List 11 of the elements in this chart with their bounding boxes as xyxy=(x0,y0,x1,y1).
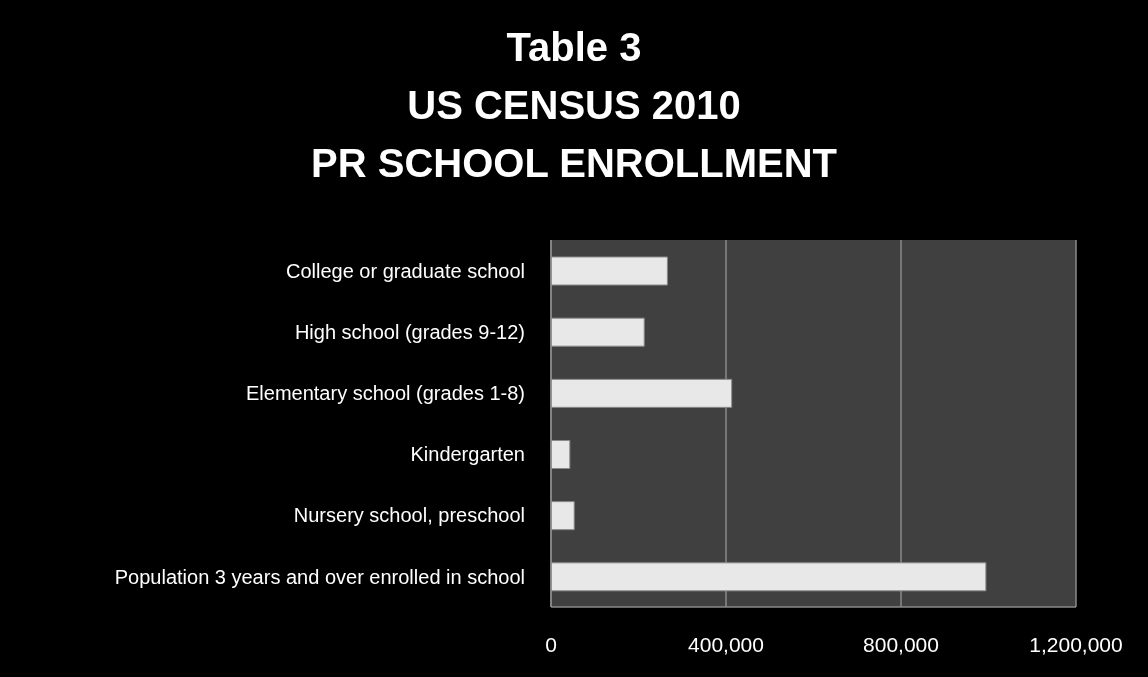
y-tick-label: Elementary school (grades 1-8) xyxy=(245,382,525,405)
x-tick-label: 800,000 xyxy=(863,632,939,656)
chart-title: Table 3 US CENSUS 2010 PR SCHOOL ENROLLMENT xyxy=(310,24,838,187)
x-tick-label: 0 xyxy=(545,632,557,656)
y-tick-label: College or graduate school xyxy=(285,259,525,282)
x-tick-label: 400,000 xyxy=(688,632,764,656)
y-tick-label: Kindergarten xyxy=(410,443,525,466)
x-tick-label: 1,200,000 xyxy=(1029,632,1123,656)
y-tick-label: Population 3 years and over enrolled in school xyxy=(114,565,525,588)
y-tick-label: Nursery school, preschool xyxy=(293,504,525,527)
y-tick-label: High school (grades 9-12) xyxy=(294,320,525,343)
